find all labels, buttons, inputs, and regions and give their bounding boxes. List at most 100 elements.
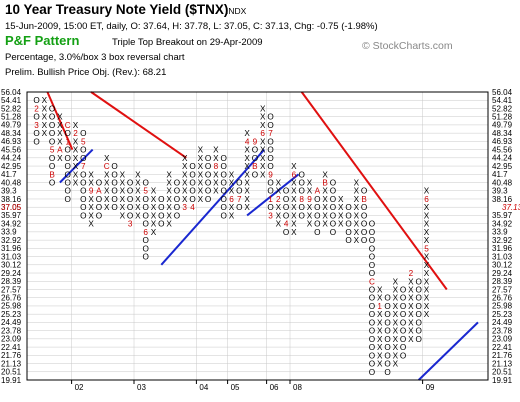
x-box: X xyxy=(57,154,63,163)
left-axis-tick-label: 34.92 xyxy=(1,219,22,228)
x-box: X xyxy=(260,170,266,179)
right-axis-tick-label: 48.34 xyxy=(492,129,513,138)
x-box: X xyxy=(151,228,157,237)
o-box: O xyxy=(384,294,390,303)
o-box: O xyxy=(174,211,180,220)
o-box: O xyxy=(205,154,211,163)
x-box: X xyxy=(260,162,266,171)
x-box: X xyxy=(408,318,414,327)
x-box: X xyxy=(291,220,297,229)
right-axis-tick-label: 31.96 xyxy=(492,244,513,253)
x-box: X xyxy=(151,187,157,196)
o-box: O xyxy=(158,220,164,229)
month-marker: C xyxy=(369,277,375,286)
x-box: X xyxy=(244,170,250,179)
month-marker: 2 xyxy=(73,129,78,138)
x-box: X xyxy=(166,195,172,204)
right-axis-tick-label: 29.24 xyxy=(492,269,513,278)
o-box: O xyxy=(143,211,149,220)
x-box: X xyxy=(57,113,63,122)
x-box: X xyxy=(120,203,126,212)
o-box: O xyxy=(127,187,133,196)
left-axis-tick-label: 33.9 xyxy=(1,228,17,237)
x-box: X xyxy=(135,211,141,220)
o-box: O xyxy=(299,203,305,212)
o-box: O xyxy=(330,195,336,204)
x-box: X xyxy=(354,220,360,229)
chart-title-text: 10 Year Treasury Note Yield ($TNX) xyxy=(5,2,229,17)
x-box: X xyxy=(104,179,110,188)
right-axis-tick-label: 41.7 xyxy=(492,170,508,179)
o-box: O xyxy=(283,187,289,196)
o-box: O xyxy=(384,302,390,311)
o-box: O xyxy=(236,187,242,196)
left-axis-tick-label: 27.57 xyxy=(1,285,22,294)
left-axis-tick-label: 51.28 xyxy=(1,112,22,121)
year-label: 06 xyxy=(270,383,279,392)
month-marker: 6 xyxy=(292,170,297,179)
right-axis-tick-label: 19.91 xyxy=(492,376,513,385)
right-axis-tick-label: 44.24 xyxy=(492,154,513,163)
x-box: X xyxy=(291,187,297,196)
right-axis-tick-label: 28.39 xyxy=(492,277,513,286)
x-box: X xyxy=(377,335,383,344)
left-axis-tick-label: 37.05 xyxy=(1,203,22,212)
o-box: O xyxy=(189,179,195,188)
o-box: O xyxy=(369,302,375,311)
x-box: X xyxy=(260,104,266,113)
x-box: X xyxy=(276,179,282,188)
o-box: O xyxy=(80,170,86,179)
o-box: O xyxy=(400,351,406,360)
left-axis-tick-label: 20.51 xyxy=(1,368,22,377)
o-box: O xyxy=(416,294,422,303)
x-box: X xyxy=(354,187,360,196)
month-marker: B xyxy=(252,162,258,171)
month-marker: 3 xyxy=(128,220,133,229)
o-box: O xyxy=(416,302,422,311)
x-box: X xyxy=(377,327,383,336)
o-box: O xyxy=(283,195,289,204)
x-box: X xyxy=(57,121,63,130)
x-box: X xyxy=(57,129,63,138)
x-box: X xyxy=(244,162,250,171)
o-box: O xyxy=(299,179,305,188)
o-box: O xyxy=(330,211,336,220)
x-box: X xyxy=(73,179,79,188)
x-box: X xyxy=(198,179,204,188)
x-box: X xyxy=(73,170,79,179)
month-marker: A xyxy=(96,187,102,196)
o-box: O xyxy=(330,187,336,196)
x-box: X xyxy=(424,253,430,262)
x-box: X xyxy=(166,187,172,196)
o-box: O xyxy=(65,162,71,171)
x-box: X xyxy=(377,343,383,352)
year-label: 02 xyxy=(75,383,84,392)
month-marker: 1 xyxy=(377,302,382,311)
x-box: X xyxy=(354,211,360,220)
x-box: X xyxy=(322,211,328,220)
o-box: O xyxy=(361,236,367,245)
x-box: X xyxy=(104,170,110,179)
x-box: X xyxy=(198,195,204,204)
x-box: X xyxy=(198,146,204,155)
x-box: X xyxy=(135,203,141,212)
x-box: X xyxy=(307,203,313,212)
x-box: X xyxy=(182,179,188,188)
o-box: O xyxy=(111,187,117,196)
right-axis-tick-label: 23.09 xyxy=(492,335,513,344)
x-box: X xyxy=(151,211,157,220)
o-box: O xyxy=(369,368,375,377)
o-box: O xyxy=(158,211,164,220)
x-box: X xyxy=(120,195,126,204)
